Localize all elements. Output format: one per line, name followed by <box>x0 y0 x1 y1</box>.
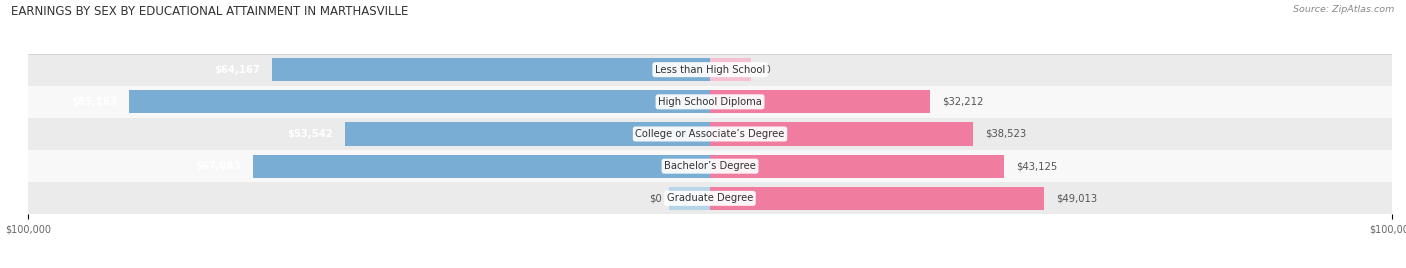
Text: $67,083: $67,083 <box>195 161 240 171</box>
Text: EARNINGS BY SEX BY EDUCATIONAL ATTAINMENT IN MARTHASVILLE: EARNINGS BY SEX BY EDUCATIONAL ATTAINMEN… <box>11 5 409 18</box>
Text: $53,542: $53,542 <box>287 129 333 139</box>
Text: Graduate Degree: Graduate Degree <box>666 193 754 203</box>
Text: $32,212: $32,212 <box>942 97 983 107</box>
Bar <box>710 122 973 146</box>
Text: $49,013: $49,013 <box>1056 193 1098 203</box>
Bar <box>28 182 1392 214</box>
Bar <box>710 187 1045 210</box>
Bar <box>273 58 710 81</box>
Bar <box>28 118 1392 150</box>
Text: Bachelor’s Degree: Bachelor’s Degree <box>664 161 756 171</box>
Bar <box>710 90 929 113</box>
Bar <box>710 58 751 81</box>
Text: High School Diploma: High School Diploma <box>658 97 762 107</box>
Text: $0: $0 <box>758 65 770 75</box>
Text: $64,167: $64,167 <box>214 65 260 75</box>
Text: $38,523: $38,523 <box>986 129 1026 139</box>
Bar <box>129 90 710 113</box>
Text: $85,163: $85,163 <box>72 97 117 107</box>
Bar <box>344 122 710 146</box>
Text: $43,125: $43,125 <box>1017 161 1057 171</box>
Bar <box>253 155 710 178</box>
Bar <box>710 155 1004 178</box>
Bar <box>28 54 1392 86</box>
Bar <box>28 86 1392 118</box>
Text: Less than High School: Less than High School <box>655 65 765 75</box>
Text: $0: $0 <box>650 193 662 203</box>
Bar <box>669 187 710 210</box>
Bar <box>28 150 1392 182</box>
Text: College or Associate’s Degree: College or Associate’s Degree <box>636 129 785 139</box>
Text: Source: ZipAtlas.com: Source: ZipAtlas.com <box>1294 5 1395 14</box>
